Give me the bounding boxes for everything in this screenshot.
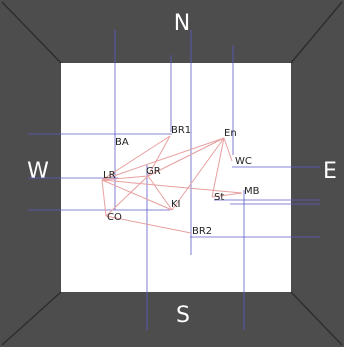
node-label-br2: BR2 <box>192 226 212 237</box>
node-label-wc: WC <box>235 156 252 167</box>
compass-south: S <box>176 303 190 328</box>
connection-edges <box>101 135 243 234</box>
compass-west: W <box>27 159 49 184</box>
edge-En-GR <box>147 137 225 177</box>
bevel-top-left <box>1 1 62 64</box>
bevel-bottom-right <box>290 291 343 346</box>
node-label-co: CO <box>107 212 122 223</box>
node-labels: BA BR1 En WC LR GR MB St KI CO BR2 <box>103 125 260 237</box>
bevel-bottom-left <box>1 291 62 346</box>
edge-GR-CO <box>105 175 149 217</box>
edge-En-St <box>211 137 225 198</box>
compass-north: N <box>174 11 190 36</box>
edge-En-KI <box>171 137 225 211</box>
edge-En-WC <box>223 137 233 162</box>
edge-GR-KI <box>147 175 173 211</box>
node-label-lr: LR <box>103 170 116 181</box>
node-label-ba: BA <box>115 137 129 148</box>
bevel-top-right <box>290 1 343 64</box>
compass-east: E <box>323 159 337 184</box>
inner-panel <box>61 63 291 292</box>
edge-BR1-GR <box>147 135 171 177</box>
node-label-br1: BR1 <box>171 125 191 136</box>
node-label-mb: MB <box>244 186 260 197</box>
edge-LR-MB <box>101 179 243 194</box>
node-label-ki: KI <box>171 199 181 210</box>
edge-BR1-LR <box>101 135 171 181</box>
guide-lines <box>28 30 320 330</box>
edge-CO-BR2 <box>105 215 192 234</box>
node-label-st: St <box>214 192 224 203</box>
node-label-en: En <box>224 128 237 139</box>
edge-En-LR <box>101 137 225 181</box>
node-label-gr: GR <box>146 166 161 177</box>
edge-MB-St <box>211 192 243 198</box>
edge-LR-GR <box>101 175 149 181</box>
edge-LR-CO <box>101 179 107 217</box>
edge-LR-KI <box>101 179 173 211</box>
